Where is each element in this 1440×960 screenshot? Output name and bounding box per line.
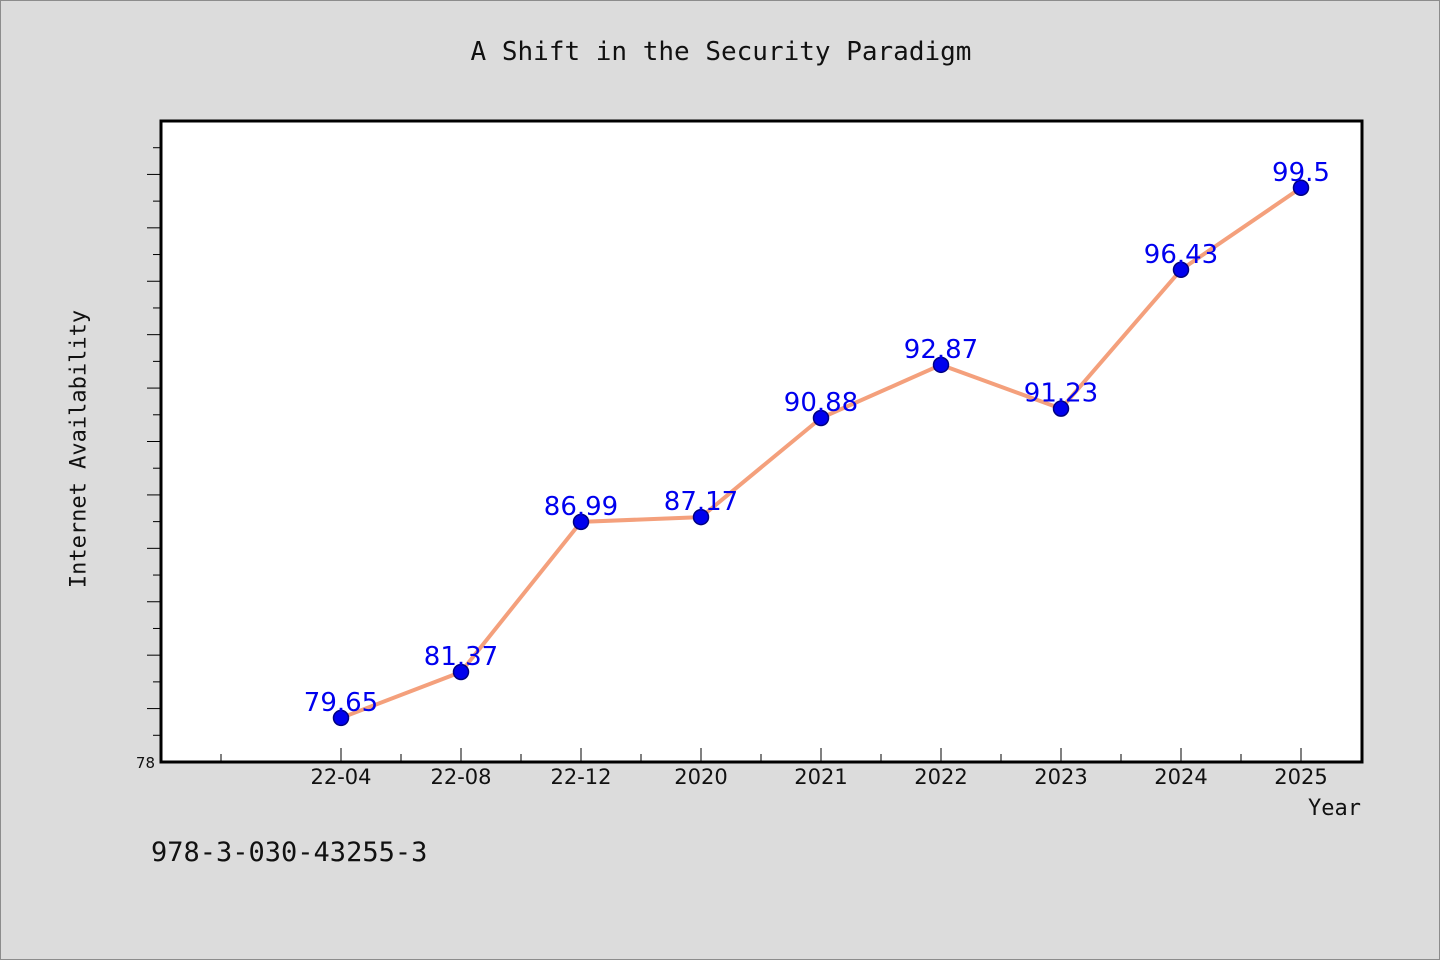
data-point <box>1292 179 1310 197</box>
data-label: 91.23 <box>1024 379 1098 409</box>
data-point <box>452 663 470 681</box>
y-tick-label: 78 <box>136 754 155 772</box>
x-tick-label: 2022 <box>914 765 967 789</box>
data-label: 79.65 <box>304 688 378 718</box>
data-point <box>692 508 710 526</box>
x-tick-label: 22-04 <box>310 765 371 789</box>
x-tick-label: 2024 <box>1154 765 1207 789</box>
x-tick-label: 22-12 <box>550 765 611 789</box>
data-label: 86.99 <box>544 492 618 522</box>
data-labels: 79.65 81.37 86.99 87.17 90.88 92.87 91.23 96.43… <box>304 158 1330 718</box>
x-tick-label: 2020 <box>674 765 727 789</box>
data-point <box>572 513 590 531</box>
data-label: 99.5 <box>1272 158 1330 188</box>
x-tick-label: 2023 <box>1034 765 1087 789</box>
x-tick-label: 2021 <box>794 765 847 789</box>
data-point <box>1052 400 1070 417</box>
y-axis-ticks: 78 <box>136 147 161 772</box>
plot-area <box>159 119 1364 764</box>
data-label: 87.17 <box>664 487 738 517</box>
chart-title: A Shift in the Security Paradigm <box>470 37 972 67</box>
x-tick-label: 22-08 <box>430 765 491 789</box>
data-point <box>812 409 830 427</box>
footnote-isbn: 978-3-030-43255-3 <box>151 837 428 868</box>
data-label: 90.88 <box>784 388 858 418</box>
data-point <box>1172 261 1190 279</box>
data-point <box>332 709 350 727</box>
data-label: 81.37 <box>424 642 498 672</box>
x-axis-ticks: 22-04 22-08 22-12 2020 2021 2022 2023 2024 2025 <box>220 748 1328 789</box>
x-axis-label: Year <box>1308 796 1361 821</box>
data-label: 96.43 <box>1144 240 1218 270</box>
data-point <box>932 356 950 374</box>
data-label: 92.87 <box>904 335 978 365</box>
data-markers <box>332 179 1310 727</box>
x-tick-label: 2025 <box>1274 765 1327 789</box>
